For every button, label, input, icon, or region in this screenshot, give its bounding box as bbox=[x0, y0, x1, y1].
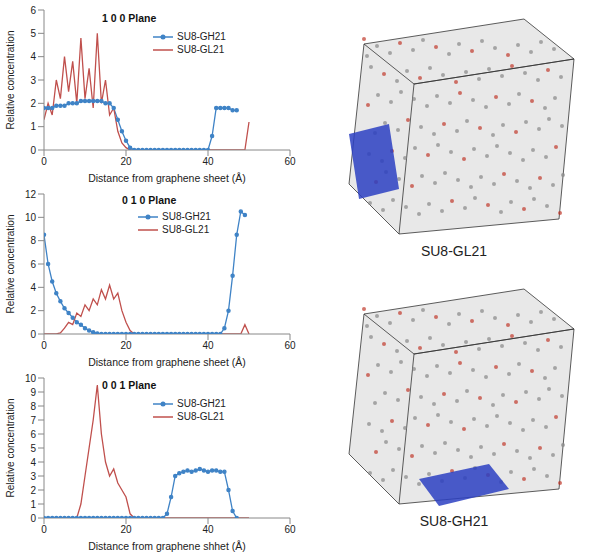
svg-text:5: 5 bbox=[30, 443, 36, 454]
svg-text:3: 3 bbox=[30, 75, 36, 86]
svg-text:Relative concentration: Relative concentration bbox=[5, 215, 16, 314]
svg-text:40: 40 bbox=[202, 524, 214, 535]
html-text:SU8-GH21: SU8-GH21 bbox=[177, 398, 226, 409]
svg-text:0: 0 bbox=[41, 156, 47, 167]
svg-text:4: 4 bbox=[30, 282, 36, 293]
svg-text:3: 3 bbox=[30, 471, 36, 482]
html-text:SU8-GL21: SU8-GL21 bbox=[177, 411, 225, 422]
svg-text:0: 0 bbox=[41, 340, 47, 351]
svg-text:60: 60 bbox=[284, 340, 296, 351]
svg-text:20: 20 bbox=[120, 156, 132, 167]
svg-text:20: 20 bbox=[120, 340, 132, 351]
html-text:SU8-GH21: SU8-GH21 bbox=[162, 211, 211, 222]
svg-text:2: 2 bbox=[30, 98, 36, 109]
svg-text:40: 40 bbox=[202, 156, 214, 167]
svg-text:60: 60 bbox=[284, 156, 296, 167]
html-text:SU8-GL21: SU8-GL21 bbox=[177, 44, 225, 55]
svg-text:1: 1 bbox=[30, 499, 36, 510]
svg-text:2: 2 bbox=[30, 305, 36, 316]
svg-text:9: 9 bbox=[30, 387, 36, 398]
svg-text:8: 8 bbox=[30, 235, 36, 246]
svg-text:8: 8 bbox=[30, 401, 36, 412]
svg-text:20: 20 bbox=[120, 524, 132, 535]
html-text:1 0 0 Plane: 1 0 0 Plane bbox=[102, 12, 157, 24]
svg-text:10: 10 bbox=[25, 212, 37, 223]
svg-text:4: 4 bbox=[30, 457, 36, 468]
svg-text:6: 6 bbox=[30, 5, 36, 16]
svg-text:6: 6 bbox=[30, 259, 36, 270]
svg-text:0: 0 bbox=[41, 524, 47, 535]
html-text:SU8-GL21: SU8-GL21 bbox=[162, 224, 210, 235]
svg-text:5: 5 bbox=[30, 28, 36, 39]
svg-text:0: 0 bbox=[30, 329, 36, 340]
svg-text:Distance from graphene sheet (: Distance from graphene sheet (Å) bbox=[88, 172, 246, 184]
svg-text:Relative concentration: Relative concentration bbox=[5, 399, 16, 498]
html-text:0 0 1 Plane: 0 0 1 Plane bbox=[102, 379, 157, 391]
svg-text:0: 0 bbox=[30, 145, 36, 156]
svg-text:60: 60 bbox=[284, 524, 296, 535]
svg-text:Distance from graphene shhet (: Distance from graphene shhet (Å) bbox=[88, 540, 246, 552]
html-text:SU8-GH21: SU8-GH21 bbox=[419, 513, 489, 529]
svg-text:6: 6 bbox=[30, 429, 36, 440]
svg-text:40: 40 bbox=[202, 340, 214, 351]
html-text:SU8-GL21: SU8-GL21 bbox=[420, 243, 488, 259]
svg-text:Distance from graphene sheet (: Distance from graphene sheet (Å) bbox=[88, 356, 246, 368]
html-text:SU8-GH21: SU8-GH21 bbox=[177, 31, 226, 42]
svg-text:1: 1 bbox=[30, 121, 36, 132]
svg-text:10: 10 bbox=[25, 373, 37, 384]
html-text:0 1 0 Plane: 0 1 0 Plane bbox=[122, 194, 177, 206]
svg-text:7: 7 bbox=[30, 415, 36, 426]
svg-text:4: 4 bbox=[30, 51, 36, 62]
svg-text:12: 12 bbox=[25, 189, 37, 200]
svg-text:0: 0 bbox=[30, 513, 36, 524]
svg-text:2: 2 bbox=[30, 485, 36, 496]
svg-text:Relative concentration: Relative concentration bbox=[5, 31, 16, 130]
